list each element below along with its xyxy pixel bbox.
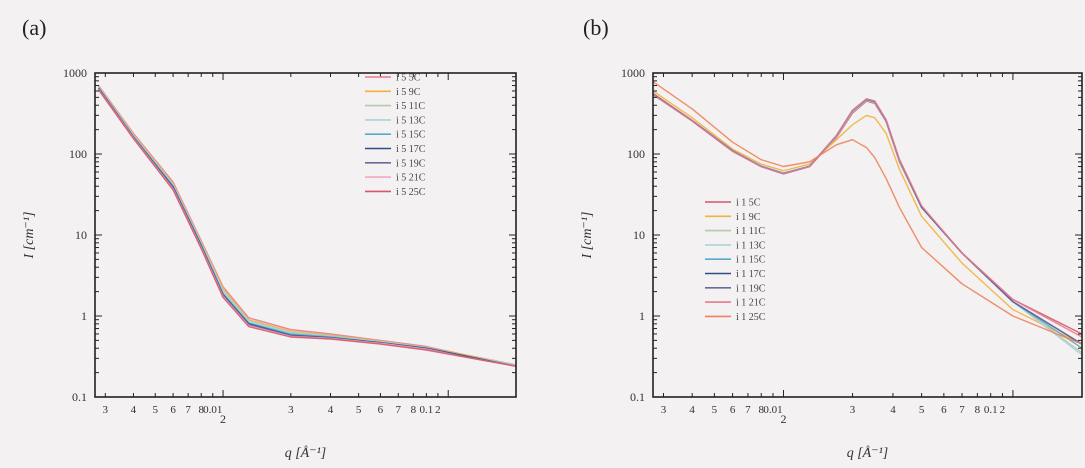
legend: i 5 5C i 5 9C i 5 11C i 5 13C i 5 15C i 5 17C… (365, 73, 426, 198)
series-line-0-0 (98, 85, 517, 366)
x-tick-label: 3 (288, 404, 294, 416)
series-line-1-6 (652, 93, 1083, 345)
x-tick-label: 0.01 (763, 404, 782, 416)
series-line-0-5 (98, 87, 517, 367)
x-tick-label: 2 (220, 412, 226, 426)
y-tick-label: 100 (627, 147, 645, 161)
legend-entry: i 1 21C (736, 298, 766, 309)
y-tick-label: 10 (633, 228, 645, 242)
legend-entry: i 5 9C (396, 87, 421, 98)
x-tick-label: 0.1 (420, 404, 434, 416)
series-line-1-8 (652, 81, 1083, 345)
y-tick-label: 10 (75, 228, 87, 242)
x-tick-label: 0.01 (203, 404, 222, 416)
x-tick-label: 5 (153, 404, 159, 416)
series-line-0-4 (98, 87, 517, 367)
series-line-0-8 (98, 89, 517, 367)
y-tick-label: 0.1 (72, 390, 87, 404)
y-axis-title: I [cm⁻¹] (22, 212, 37, 260)
x-tick-label: 7 (396, 404, 402, 416)
legend-entry: i 5 5C (396, 73, 421, 84)
x-tick-label: 8 (975, 404, 981, 416)
x-tick-label: 8 (198, 404, 204, 416)
panel-label-b: (b) (583, 15, 609, 40)
x-tick-label: 5 (712, 404, 718, 416)
legend-entry: i 5 25C (396, 187, 426, 198)
y-tick-label: 1000 (63, 66, 87, 80)
series-line-1-2 (652, 94, 1083, 354)
x-tick-label: 3 (661, 404, 667, 416)
x-tick-label: 8 (411, 404, 417, 416)
legend-entry: i 5 19C (396, 158, 426, 169)
legend-entry: i 1 9C (736, 212, 761, 223)
x-tick-label: 7 (959, 404, 965, 416)
panel-label-a: (a) (22, 15, 46, 40)
legend-entry: i 1 15C (736, 255, 766, 266)
x-tick-label: 7 (745, 404, 751, 416)
x-tick-label: 3 (103, 404, 109, 416)
legend-entry: i 1 19C (736, 283, 766, 294)
x-tick-label: 4 (131, 404, 137, 416)
x-axis-title: q [Å⁻¹] (285, 445, 327, 461)
legend-entry: i 1 25C (736, 312, 766, 323)
y-tick-label: 1 (639, 309, 645, 323)
x-tick-label: 6 (941, 404, 947, 416)
x-axis-title: q [Å⁻¹] (847, 445, 889, 461)
x-tick-label: 6 (170, 404, 176, 416)
x-tick-label: 2 (1000, 404, 1006, 416)
legend-entry: i 1 5C (736, 198, 761, 209)
legend-entry: i 5 11C (396, 101, 425, 112)
legend-entry: i 1 11C (736, 226, 765, 237)
plot-frame (94, 72, 517, 398)
legend-entry: i 5 21C (396, 173, 426, 184)
y-tick-label: 0.1 (630, 390, 645, 404)
x-tick-label: 6 (378, 404, 384, 416)
x-tick-label: 4 (328, 404, 334, 416)
legend-entry: i 1 13C (736, 240, 766, 251)
x-tick-label: 6 (730, 404, 736, 416)
x-tick-label: 3 (850, 404, 856, 416)
x-tick-label: 4 (689, 404, 695, 416)
x-tick-label: 5 (356, 404, 362, 416)
x-tick-label: 2 (780, 412, 786, 426)
series-line-0-3 (98, 86, 517, 366)
x-tick-label: 5 (919, 404, 925, 416)
y-axis-title: I [cm⁻¹] (580, 212, 595, 260)
series-line-1-7 (652, 93, 1083, 338)
series-line-1-4 (652, 93, 1083, 349)
series-line-1-1 (652, 90, 1083, 345)
x-tick-label: 4 (890, 404, 896, 416)
series-line-0-1 (98, 85, 517, 366)
plot-frame (652, 72, 1083, 398)
series-line-0-7 (98, 88, 517, 367)
y-tick-label: 100 (69, 147, 87, 161)
series-line-0-6 (98, 88, 517, 367)
legend: i 1 5C i 1 9C i 1 11C i 1 13C i 1 15C i 1 17C… (705, 198, 766, 323)
series-line-1-5 (652, 93, 1083, 345)
y-tick-label: 1 (81, 309, 87, 323)
series-line-0-2 (98, 86, 517, 366)
legend-entry: i 5 17C (396, 144, 426, 155)
legend-entry: i 5 15C (396, 130, 426, 141)
y-tick-label: 1000 (621, 66, 645, 80)
legend-entry: i 1 17C (736, 269, 766, 280)
legend-entry: i 5 13C (396, 115, 426, 126)
x-tick-label: 0.1 (984, 404, 998, 416)
x-tick-label: 7 (185, 404, 191, 416)
x-tick-label: 8 (758, 404, 764, 416)
x-tick-label: 2 (435, 404, 441, 416)
